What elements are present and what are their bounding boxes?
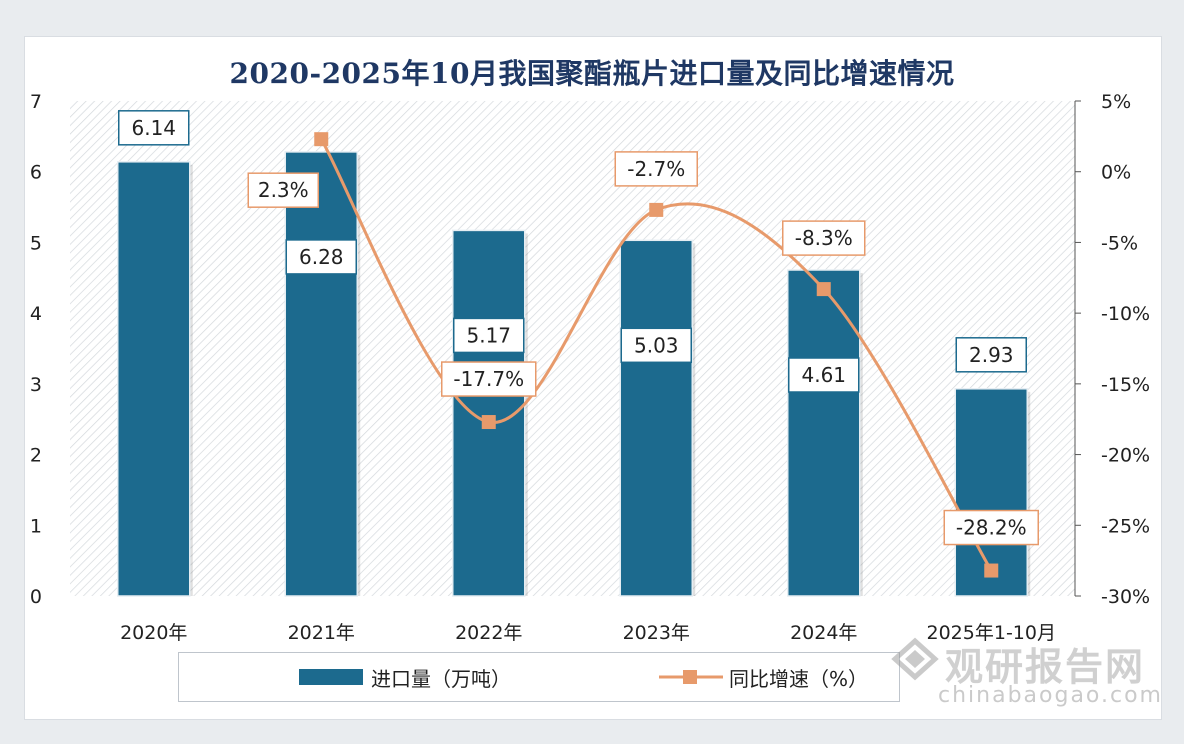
category-label: 2024年	[790, 622, 857, 644]
bar-series	[117, 151, 1031, 597]
category-axis: 2020年 2021年 2022年 2023年 2024年 2025年1-10月	[120, 622, 1056, 644]
growth-value-label-box	[441, 361, 537, 397]
growth-value-label: -8.3%	[795, 226, 853, 250]
data-labels: 6.14 6.28 5.17 5.03 4.61 2.93 2.3% -17.7% -2.7% -…	[118, 110, 1039, 546]
growth-value-label-box	[782, 220, 866, 256]
growth-value-label: -17.7%	[453, 367, 524, 391]
growth-marker	[984, 563, 999, 578]
right-axis-tick: 5%	[1101, 91, 1131, 113]
growth-marker	[481, 415, 496, 430]
category-label: 2025年1-10月	[927, 622, 1056, 644]
bar	[954, 388, 1028, 597]
category-label: 2022年	[455, 622, 522, 644]
growth-value-label: 2.3%	[258, 178, 309, 202]
chart-title: 2020-2025年10月我国聚酯瓶片进口量及同比增速情况	[229, 57, 955, 90]
right-axis: -30% -25% -20% -15% -10% -5% 0% 5%	[1074, 91, 1150, 608]
left-axis-tick: 6	[30, 162, 42, 184]
watermark-brand: 观研报告网	[945, 645, 1146, 689]
growth-value-label-box	[943, 509, 1039, 546]
bar	[787, 269, 861, 597]
right-axis-tick: -20%	[1101, 445, 1150, 467]
right-axis-tick: -5%	[1101, 232, 1138, 254]
left-axis-tick: 5	[30, 232, 42, 254]
right-axis-tick: -25%	[1101, 515, 1150, 537]
growth-value-label-box	[247, 172, 319, 208]
growth-marker	[816, 282, 831, 297]
bar-value-label: 5.17	[466, 323, 511, 347]
right-axis-tick: 0%	[1101, 162, 1131, 184]
legend-line-label: 同比增速（%）	[729, 667, 869, 691]
bar-value-label-box	[788, 357, 860, 393]
bar	[619, 239, 693, 597]
bar-value-label-box	[453, 317, 525, 354]
bar-value-label: 6.14	[131, 116, 176, 140]
plot-area	[70, 101, 1075, 596]
growth-value-label-box	[614, 151, 698, 187]
line-series	[314, 132, 999, 578]
bar-value-label-box	[285, 239, 357, 275]
category-label: 2020年	[120, 622, 187, 644]
bar-value-label: 4.61	[801, 363, 846, 387]
left-axis-tick: 2	[30, 445, 42, 467]
left-axis-tick: 1	[30, 515, 42, 537]
bar	[284, 151, 358, 597]
bar	[117, 161, 191, 597]
right-axis-tick: -10%	[1101, 303, 1150, 325]
legend-bar-swatch	[299, 669, 363, 685]
bar-value-label-box	[955, 337, 1027, 373]
bar-value-label-box	[620, 327, 692, 364]
left-axis-tick: 3	[30, 374, 42, 396]
legend-line-swatch	[659, 670, 723, 684]
legend-bar-label: 进口量（万吨）	[371, 667, 511, 691]
watermark-site: chinabaogao.com	[938, 683, 1163, 708]
bar-value-label-box	[118, 110, 190, 146]
legend: 进口量（万吨） 同比增速（%）	[178, 652, 900, 702]
left-axis: 0 1 2 3 4 5 6 7	[30, 91, 42, 608]
growth-value-label: -28.2%	[956, 516, 1027, 540]
right-axis-tick: -30%	[1101, 586, 1150, 608]
left-axis-tick: 4	[30, 303, 42, 325]
growth-marker	[314, 132, 329, 147]
category-label: 2023年	[623, 622, 690, 644]
bar-value-label: 6.28	[299, 245, 344, 269]
category-label: 2021年	[288, 622, 355, 644]
left-axis-tick: 0	[30, 586, 42, 608]
left-axis-tick: 7	[30, 91, 42, 113]
bar-value-label: 5.03	[634, 333, 679, 357]
growth-line	[319, 138, 993, 572]
bar-value-label: 2.93	[969, 343, 1014, 367]
watermark-logo-icon	[891, 637, 939, 681]
growth-marker	[649, 202, 664, 217]
growth-value-label: -2.7%	[627, 157, 685, 181]
right-axis-tick: -15%	[1101, 374, 1150, 396]
